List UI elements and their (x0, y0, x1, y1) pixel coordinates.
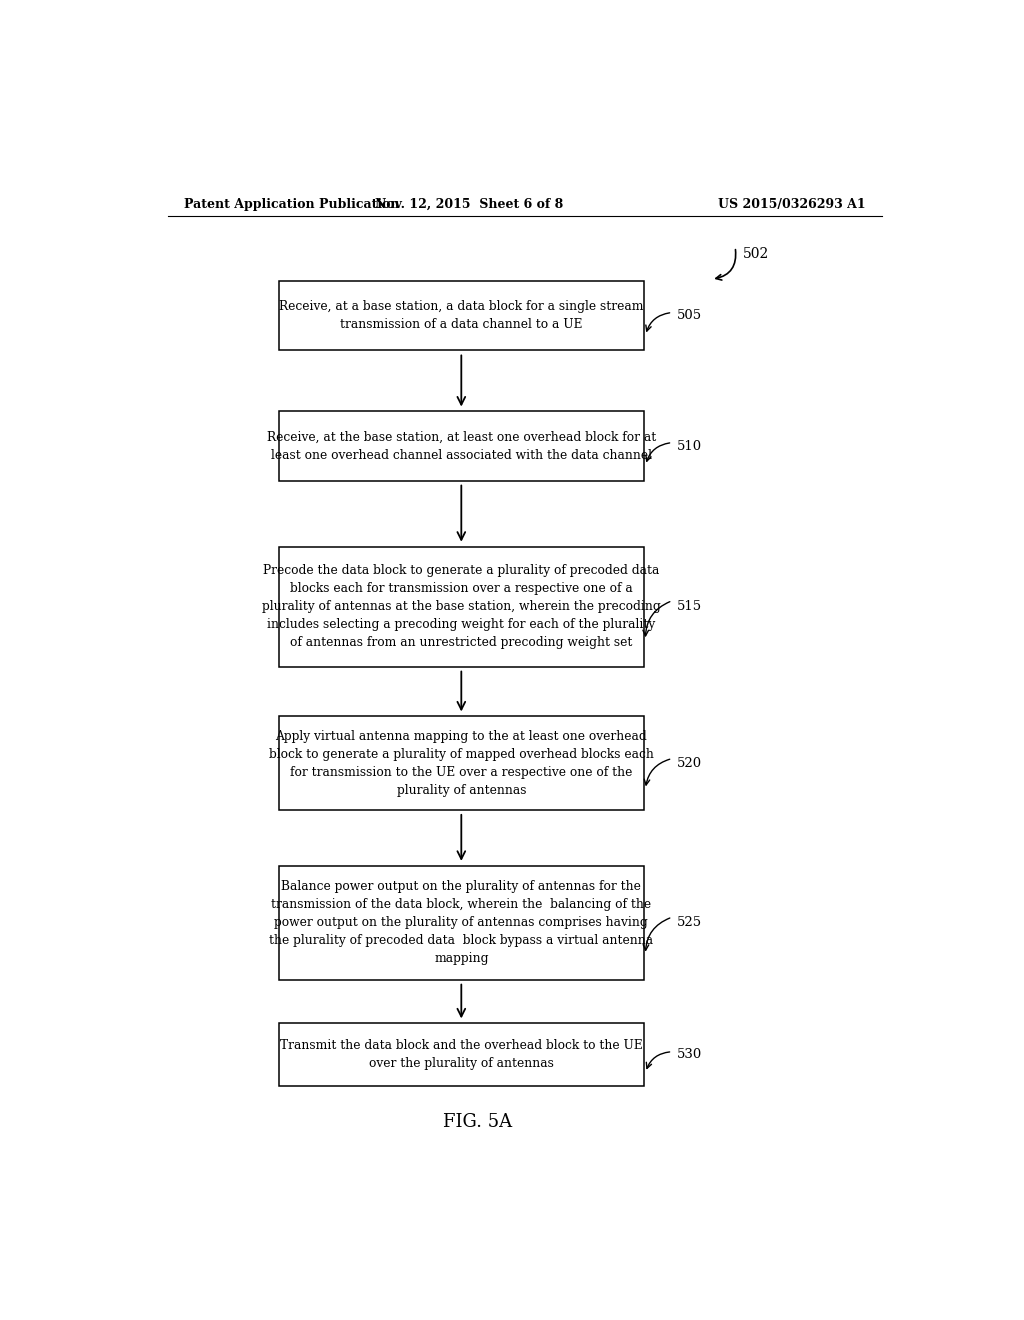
Text: Receive, at the base station, at least one overhead block for at
least one overh: Receive, at the base station, at least o… (266, 430, 656, 462)
Text: 510: 510 (677, 440, 701, 453)
Text: 515: 515 (677, 601, 701, 612)
Text: Nov. 12, 2015  Sheet 6 of 8: Nov. 12, 2015 Sheet 6 of 8 (375, 198, 563, 211)
Text: Balance power output on the plurality of antennas for the
transmission of the da: Balance power output on the plurality of… (269, 880, 653, 965)
Bar (279, 1023, 644, 1086)
Bar (279, 546, 644, 667)
Text: Patent Application Publication: Patent Application Publication (183, 198, 399, 211)
Text: 505: 505 (677, 309, 701, 322)
Bar (279, 412, 644, 480)
Text: 502: 502 (743, 247, 769, 261)
Text: 520: 520 (677, 756, 701, 770)
Text: FIG. 5A: FIG. 5A (442, 1113, 512, 1131)
Text: Transmit the data block and the overhead block to the UE
over the plurality of a: Transmit the data block and the overhead… (280, 1039, 643, 1071)
Text: Precode the data block to generate a plurality of precoded data
blocks each for : Precode the data block to generate a plu… (262, 564, 660, 649)
Text: Receive, at a base station, a data block for a single stream
transmission of a d: Receive, at a base station, a data block… (280, 301, 643, 331)
Bar (279, 866, 644, 979)
Bar (279, 717, 644, 810)
Text: US 2015/0326293 A1: US 2015/0326293 A1 (719, 198, 866, 211)
Text: Apply virtual antenna mapping to the at least one overhead
block to generate a p: Apply virtual antenna mapping to the at … (269, 730, 653, 797)
Text: 525: 525 (677, 916, 701, 929)
Text: 530: 530 (677, 1048, 701, 1061)
Bar (279, 281, 644, 351)
